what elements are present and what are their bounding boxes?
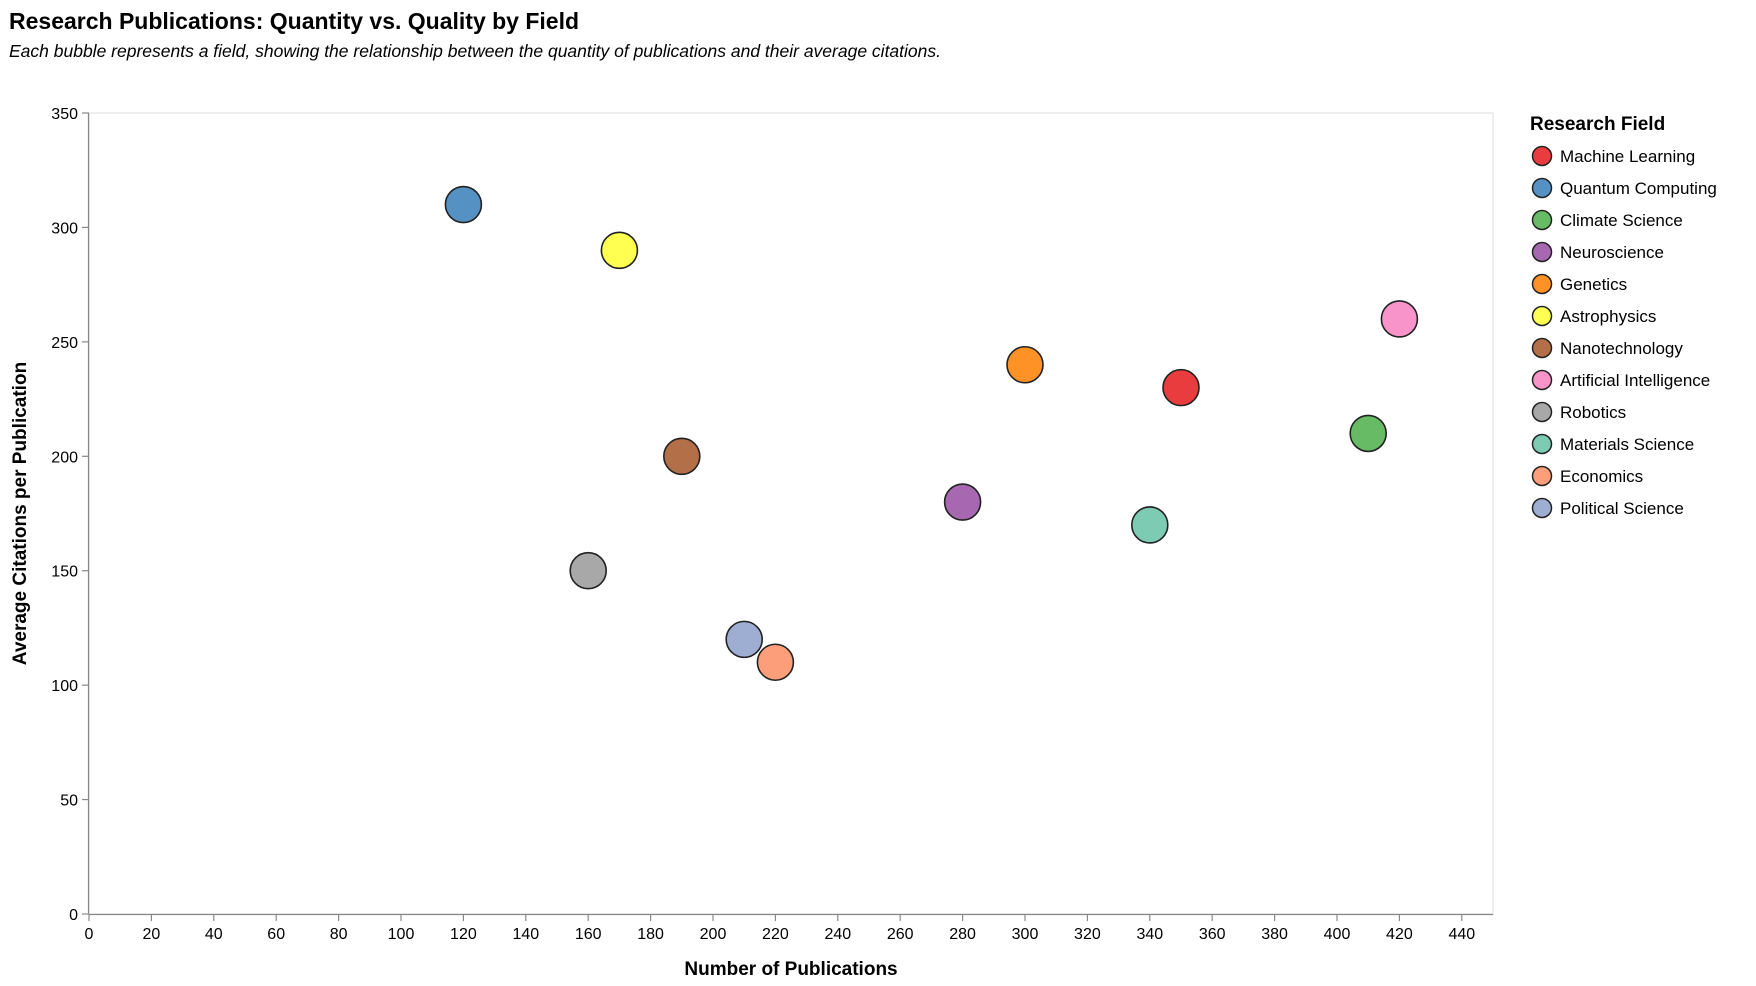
- y-tick-label: 0: [69, 907, 78, 924]
- legend-items: Machine Learning Quantum Computing Climate…: [1531, 145, 1717, 519]
- data-point-neuroscience[interactable]: [943, 483, 982, 521]
- x-tick-label: 200: [700, 926, 727, 943]
- legend: Research Field Machine Learning Quantum C…: [1530, 114, 1717, 519]
- legend-label: Climate Science: [1560, 211, 1683, 230]
- y-tick-label: 100: [51, 678, 78, 695]
- legend-swatch: [1531, 369, 1553, 391]
- data-point-robotics[interactable]: [569, 551, 608, 590]
- legend-item-climate-science[interactable]: Climate Science: [1531, 209, 1683, 231]
- data-point-machine-learning[interactable]: [1162, 368, 1200, 407]
- x-tick-label: 300: [1012, 926, 1039, 943]
- y-tick-label: 50: [60, 793, 78, 810]
- legend-item-artificial-intelligence[interactable]: Artificial Intelligence: [1531, 369, 1711, 391]
- legend-label: Economics: [1560, 467, 1643, 486]
- x-tick-label: 60: [267, 926, 285, 943]
- data-point-economics[interactable]: [756, 643, 795, 682]
- x-tick-label: 360: [1199, 926, 1226, 943]
- data-point-political-science[interactable]: [725, 620, 764, 659]
- x-tick-label: 400: [1324, 926, 1351, 943]
- x-axis-title: Number of Publications: [684, 959, 897, 980]
- legend-label: Genetics: [1560, 275, 1627, 294]
- x-tick-label: 100: [388, 926, 415, 943]
- data-point-artificial-intelligence[interactable]: [1380, 300, 1419, 338]
- legend-swatch: [1531, 433, 1553, 455]
- legend-label: Astrophysics: [1560, 307, 1656, 326]
- legend-label: Materials Science: [1560, 435, 1694, 454]
- y-axis: 0 50 100 150 200 250 300 350: [51, 106, 90, 924]
- data-point-quantum-computing[interactable]: [444, 185, 483, 224]
- legend-item-economics[interactable]: Economics: [1531, 465, 1644, 487]
- legend-item-robotics[interactable]: Robotics: [1531, 401, 1627, 423]
- y-tick-label: 350: [51, 106, 78, 123]
- legend-item-astrophysics[interactable]: Astrophysics: [1531, 305, 1657, 327]
- y-axis-title: Average Citations per Publication: [10, 362, 31, 665]
- legend-swatch: [1531, 465, 1553, 487]
- legend-item-nanotechnology[interactable]: Nanotechnology: [1531, 337, 1684, 359]
- legend-item-materials-science[interactable]: Materials Science: [1531, 433, 1695, 455]
- legend-swatch: [1531, 497, 1553, 519]
- x-tick-label: 160: [575, 926, 602, 943]
- data-point-climate-science[interactable]: [1349, 414, 1387, 453]
- x-tick-label: 180: [637, 926, 664, 943]
- data-point-astrophysics[interactable]: [600, 231, 639, 270]
- legend-label: Neuroscience: [1560, 243, 1664, 262]
- chart-title: Research Publications: Quantity vs. Qual…: [9, 8, 579, 34]
- y-tick-label: 300: [51, 220, 78, 237]
- legend-item-neuroscience[interactable]: Neuroscience: [1531, 241, 1664, 263]
- data-point-nanotechnology[interactable]: [662, 437, 701, 476]
- legend-swatch: [1531, 209, 1553, 231]
- x-tick-label: 140: [512, 926, 539, 943]
- legend-swatch: [1531, 305, 1553, 327]
- legend-item-genetics[interactable]: Genetics: [1531, 273, 1628, 295]
- x-tick-label: 40: [205, 926, 223, 943]
- legend-swatch: [1531, 337, 1553, 359]
- legend-swatch: [1531, 401, 1553, 423]
- chart-subtitle: Each bubble represents a field, showing …: [9, 41, 941, 61]
- x-axis: 0 20 40 60 80 100 120 140 160 180 200 220 240 260 280 3…: [85, 913, 1493, 943]
- legend-label: Machine Learning: [1560, 147, 1695, 166]
- legend-swatch: [1531, 145, 1553, 167]
- x-tick-label: 240: [824, 926, 851, 943]
- x-tick-label: 340: [1136, 926, 1163, 943]
- x-tick-label: 440: [1448, 926, 1475, 943]
- legend-label: Robotics: [1560, 403, 1626, 422]
- x-tick-label: 420: [1386, 926, 1413, 943]
- x-tick-label: 120: [450, 926, 477, 943]
- plot-area: 0 20 40 60 80 100 120 140 160 180 200 220 240 260 280 3…: [51, 106, 1494, 943]
- legend-item-political-science[interactable]: Political Science: [1531, 497, 1684, 519]
- legend-label: Nanotechnology: [1560, 339, 1683, 358]
- legend-label: Quantum Computing: [1560, 179, 1717, 198]
- legend-swatch: [1531, 177, 1553, 199]
- x-tick-label: 380: [1261, 926, 1288, 943]
- x-tick-label: 320: [1074, 926, 1101, 943]
- legend-swatch: [1531, 241, 1553, 263]
- plot-frame: [88, 112, 1494, 915]
- x-tick-label: 260: [887, 926, 914, 943]
- legend-swatch: [1531, 273, 1553, 295]
- data-point-genetics[interactable]: [1006, 345, 1044, 384]
- legend-title: Research Field: [1530, 114, 1665, 135]
- data-points: [444, 185, 1419, 682]
- x-tick-label: 20: [143, 926, 161, 943]
- legend-label: Political Science: [1560, 499, 1684, 518]
- x-tick-label: 80: [330, 926, 348, 943]
- data-point-materials-science[interactable]: [1131, 506, 1169, 544]
- legend-item-machine-learning[interactable]: Machine Learning: [1531, 145, 1696, 167]
- legend-item-quantum-computing[interactable]: Quantum Computing: [1531, 177, 1717, 199]
- legend-label: Artificial Intelligence: [1560, 371, 1710, 390]
- y-tick-label: 250: [51, 335, 78, 352]
- x-tick-label: 220: [762, 926, 789, 943]
- y-tick-label: 200: [51, 449, 78, 466]
- x-tick-label: 0: [85, 926, 94, 943]
- x-tick-label: 280: [949, 926, 976, 943]
- y-tick-label: 150: [51, 564, 78, 581]
